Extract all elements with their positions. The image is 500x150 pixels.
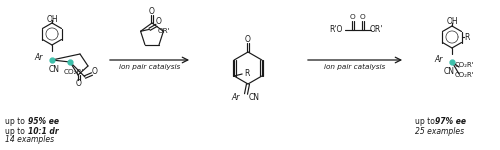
Text: up to: up to xyxy=(415,117,437,126)
Text: 10:1 dr: 10:1 dr xyxy=(28,126,58,135)
Text: up to: up to xyxy=(5,117,27,126)
Text: CN: CN xyxy=(248,93,260,102)
Text: ion pair catalysis: ion pair catalysis xyxy=(324,64,386,70)
Text: ion pair catalysis: ion pair catalysis xyxy=(120,64,180,70)
Text: 97% ee: 97% ee xyxy=(435,117,466,126)
Text: R'O: R'O xyxy=(330,26,343,34)
Text: OR': OR' xyxy=(157,28,170,34)
Text: OR': OR' xyxy=(370,26,382,34)
Text: O: O xyxy=(92,68,98,76)
Text: up to: up to xyxy=(5,126,27,135)
Text: 14 examples: 14 examples xyxy=(5,135,54,144)
Text: O: O xyxy=(245,34,251,43)
Text: OH: OH xyxy=(446,18,458,27)
Text: R: R xyxy=(464,33,469,42)
Text: 25 examples: 25 examples xyxy=(415,126,464,135)
Text: O: O xyxy=(76,78,82,87)
Text: O: O xyxy=(156,17,162,26)
Text: 95% ee: 95% ee xyxy=(28,117,59,126)
Text: O: O xyxy=(149,6,155,15)
Text: Ar: Ar xyxy=(232,93,240,102)
Text: CN: CN xyxy=(48,66,60,75)
Text: O: O xyxy=(350,14,356,20)
Text: CO₂R': CO₂R' xyxy=(454,62,474,68)
Text: CO₂R': CO₂R' xyxy=(454,72,474,78)
Text: O: O xyxy=(360,14,366,20)
Text: Ar: Ar xyxy=(35,54,43,63)
Text: R: R xyxy=(244,69,250,78)
Text: OH: OH xyxy=(46,15,58,24)
Text: Ar: Ar xyxy=(435,56,443,64)
Text: CN: CN xyxy=(444,68,454,76)
Text: CO₂R': CO₂R' xyxy=(64,69,84,75)
